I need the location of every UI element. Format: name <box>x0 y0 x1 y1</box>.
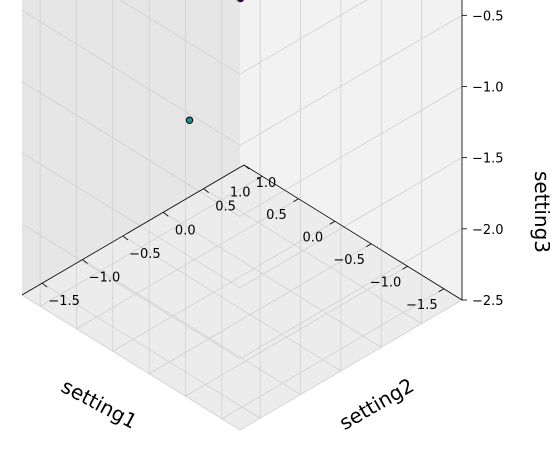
z-tick-label: −1.5 <box>472 152 504 167</box>
data-point <box>185 116 194 124</box>
y-tick-mark <box>203 188 209 193</box>
z-tick-label: −2.0 <box>472 223 504 238</box>
y-axis-line <box>21 164 245 296</box>
z-gridline <box>21 223 463 360</box>
floor-pane <box>22 165 462 430</box>
z-gridline <box>21 294 463 431</box>
z-tick-label: −0.5 <box>472 9 504 24</box>
x-tick-mark <box>438 288 445 293</box>
y-tick-label: −1.5 <box>48 294 80 309</box>
x-tick-mark <box>329 220 336 225</box>
y-tick-label: 0.0 <box>175 223 196 238</box>
y-tick-label: 0.5 <box>215 200 236 215</box>
z-gridline <box>119 0 368 75</box>
y-axis-label: setting2 <box>335 373 418 435</box>
z-gridline <box>21 9 463 146</box>
y-tick-mark <box>122 235 129 241</box>
data-points <box>185 0 244 124</box>
y-tick-mark <box>41 282 48 288</box>
y-tick-mark <box>163 211 169 217</box>
z-gridline <box>21 152 463 289</box>
x-tick-mark <box>256 175 263 180</box>
z-tick-label: −2.5 <box>472 294 504 309</box>
y-tick-mark <box>82 259 88 264</box>
z-gridline <box>21 81 463 217</box>
y-tick-mark <box>243 164 250 170</box>
data-point <box>237 0 244 3</box>
y-tick-label: −0.5 <box>129 247 161 262</box>
x-axis-line <box>243 164 463 301</box>
x-tick-mark <box>402 265 408 270</box>
x-tick-label: −0.5 <box>333 253 365 268</box>
x-tick-label: 0.0 <box>302 230 323 245</box>
z-tick-label: −1.0 <box>472 81 504 96</box>
x-tick-mark <box>365 243 372 248</box>
x-tick-label: 1.0 <box>230 185 251 200</box>
z-axis-label: setting3 <box>530 171 550 253</box>
x-tick-label: 0.5 <box>266 208 287 223</box>
x-tick-mark <box>293 198 299 203</box>
x-tick-label: −1.0 <box>370 275 402 290</box>
x-axis-label: setting1 <box>57 374 141 434</box>
y-tick-label: 1.0 <box>256 176 277 191</box>
x-tick-label: −1.5 <box>406 298 438 313</box>
z-gridline <box>234 0 246 4</box>
tick-labels: 1.00.50.0−0.5−1.0−1.51.00.50.0−0.5−1.0−1… <box>41 9 504 313</box>
y-tick-label: −1.0 <box>89 271 121 286</box>
